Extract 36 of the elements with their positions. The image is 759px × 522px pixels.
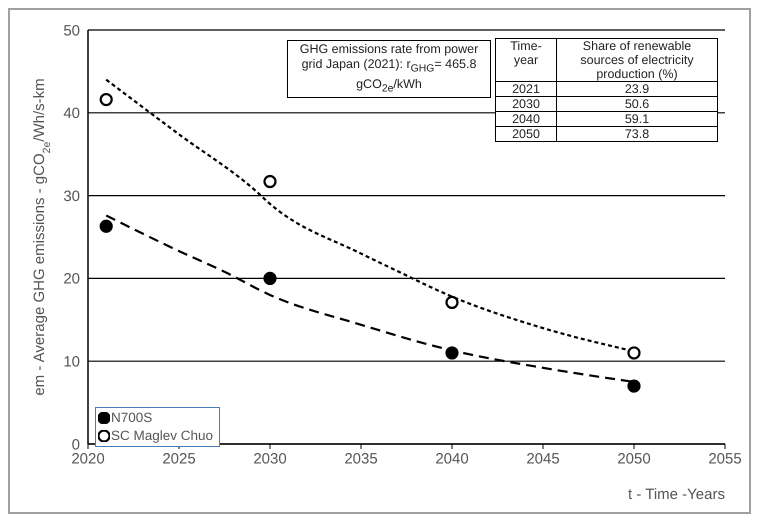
annotation: 73.8	[556, 126, 718, 142]
point	[627, 379, 641, 393]
x-tick-label: 2050	[617, 450, 651, 468]
annotation: 2040	[496, 112, 556, 126]
annotation: 59.1	[556, 112, 718, 126]
point	[263, 272, 277, 285]
point	[100, 92, 113, 106]
annotation: 50.6	[556, 96, 718, 112]
x-tick-label: 2025	[162, 450, 196, 468]
x-axis-title: t - Time -Years	[628, 486, 725, 503]
y-tick-label: 10	[63, 354, 80, 371]
point	[627, 346, 641, 360]
x-tick-label: 2030	[253, 450, 287, 468]
annotation: 2050	[496, 126, 556, 142]
point	[445, 296, 459, 310]
y-tick-label: 40	[63, 105, 80, 122]
annotation: 2021	[496, 82, 556, 96]
point	[263, 174, 277, 188]
point	[100, 220, 113, 233]
annotation: Share of renewable sources of electricity production (%)	[556, 38, 718, 82]
legend-label: N700S	[111, 409, 152, 427]
x-tick-label: 2055	[708, 450, 742, 468]
point	[445, 346, 459, 360]
x-tick-label: 2040	[435, 450, 469, 468]
x-tick-label: 2045	[526, 450, 560, 468]
legend-label: SC Maglev Chuo	[111, 427, 214, 445]
y-tick-label: 30	[63, 188, 80, 205]
x-tick-label: 2020	[71, 450, 105, 468]
annotation: 23.9	[556, 82, 718, 96]
y-tick-label: 50	[63, 22, 80, 40]
annotation: 2030	[496, 96, 556, 112]
x-tick-label: 2035	[344, 450, 378, 468]
y-tick-label: 0	[72, 436, 80, 454]
text: GHG emissions rate from power grid Japan (2021): r$_{GHG}$= 465.8 gCO$_{2e}$/kWh	[300, 42, 478, 94]
annotation: Time- year	[496, 38, 556, 82]
y-tick-label: 20	[63, 270, 80, 288]
